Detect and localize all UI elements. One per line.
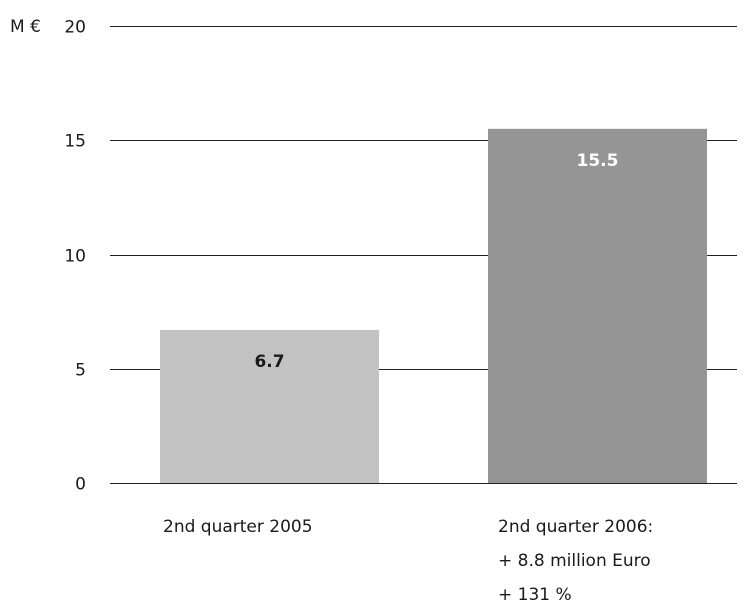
- bar-1: [488, 128, 707, 483]
- y-tick-label: 20: [64, 18, 86, 38]
- y-axis-unit-label: M €: [10, 17, 41, 37]
- bar-value-label: 15.5: [577, 151, 619, 171]
- category-label: 2nd quarter 2006:: [498, 517, 653, 537]
- category-label: + 131 %: [498, 585, 572, 605]
- category-label: 2nd quarter 2005: [163, 517, 313, 537]
- labels: 0 5 10 15 20 6.7 2nd quarter 2005 15.5 2nd quart…: [64, 18, 653, 606]
- y-tick-label: 15: [64, 132, 86, 152]
- category-label: + 8.8 million Euro: [498, 551, 651, 571]
- y-tick-label: 0: [75, 475, 86, 495]
- bars: [160, 128, 707, 483]
- y-tick-label: 10: [64, 247, 86, 267]
- y-tick-label: 5: [75, 361, 86, 381]
- bar-value-label: 6.7: [254, 352, 284, 372]
- bar-0: [160, 329, 379, 483]
